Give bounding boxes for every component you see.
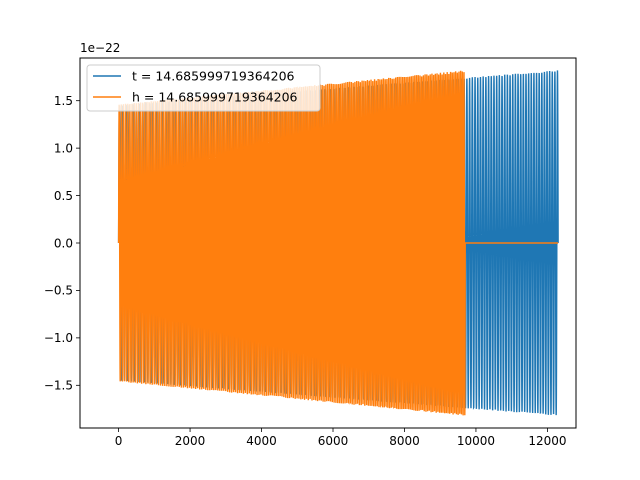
y-tick-label: −1.0 (44, 331, 73, 345)
legend-label-h: h = 14.685999719364206 (132, 90, 298, 105)
y-tick-label: −0.5 (44, 284, 73, 298)
x-tick-label: 8000 (389, 434, 420, 448)
legend-box (86, 64, 321, 112)
y-axis: −1.5 −1.0 −0.5 0.0 0.5 1.0 1.5 (44, 94, 80, 393)
plot-area (117, 70, 559, 416)
legend: t = 14.685999719364206 h = 14.6859997193… (86, 64, 321, 112)
x-tick-label: 2000 (175, 434, 206, 448)
legend-label-t: t = 14.685999719364206 (132, 69, 295, 84)
series-line-h (117, 70, 559, 416)
y-scale-label: 1e−22 (80, 41, 120, 55)
y-tick-label: 1.0 (54, 141, 73, 155)
x-tick-label: 6000 (318, 434, 349, 448)
x-tick-label: 10000 (457, 434, 495, 448)
x-axis: 0 2000 4000 6000 8000 10000 12000 (115, 428, 567, 448)
y-tick-label: 0.0 (54, 236, 73, 250)
y-tick-label: 0.5 (54, 189, 73, 203)
x-tick-label: 0 (115, 434, 123, 448)
y-tick-label: 1.5 (54, 94, 73, 108)
series-layer (117, 70, 559, 416)
y-tick-label: −1.5 (44, 379, 73, 393)
x-tick-label: 4000 (246, 434, 277, 448)
x-tick-label: 12000 (528, 434, 566, 448)
